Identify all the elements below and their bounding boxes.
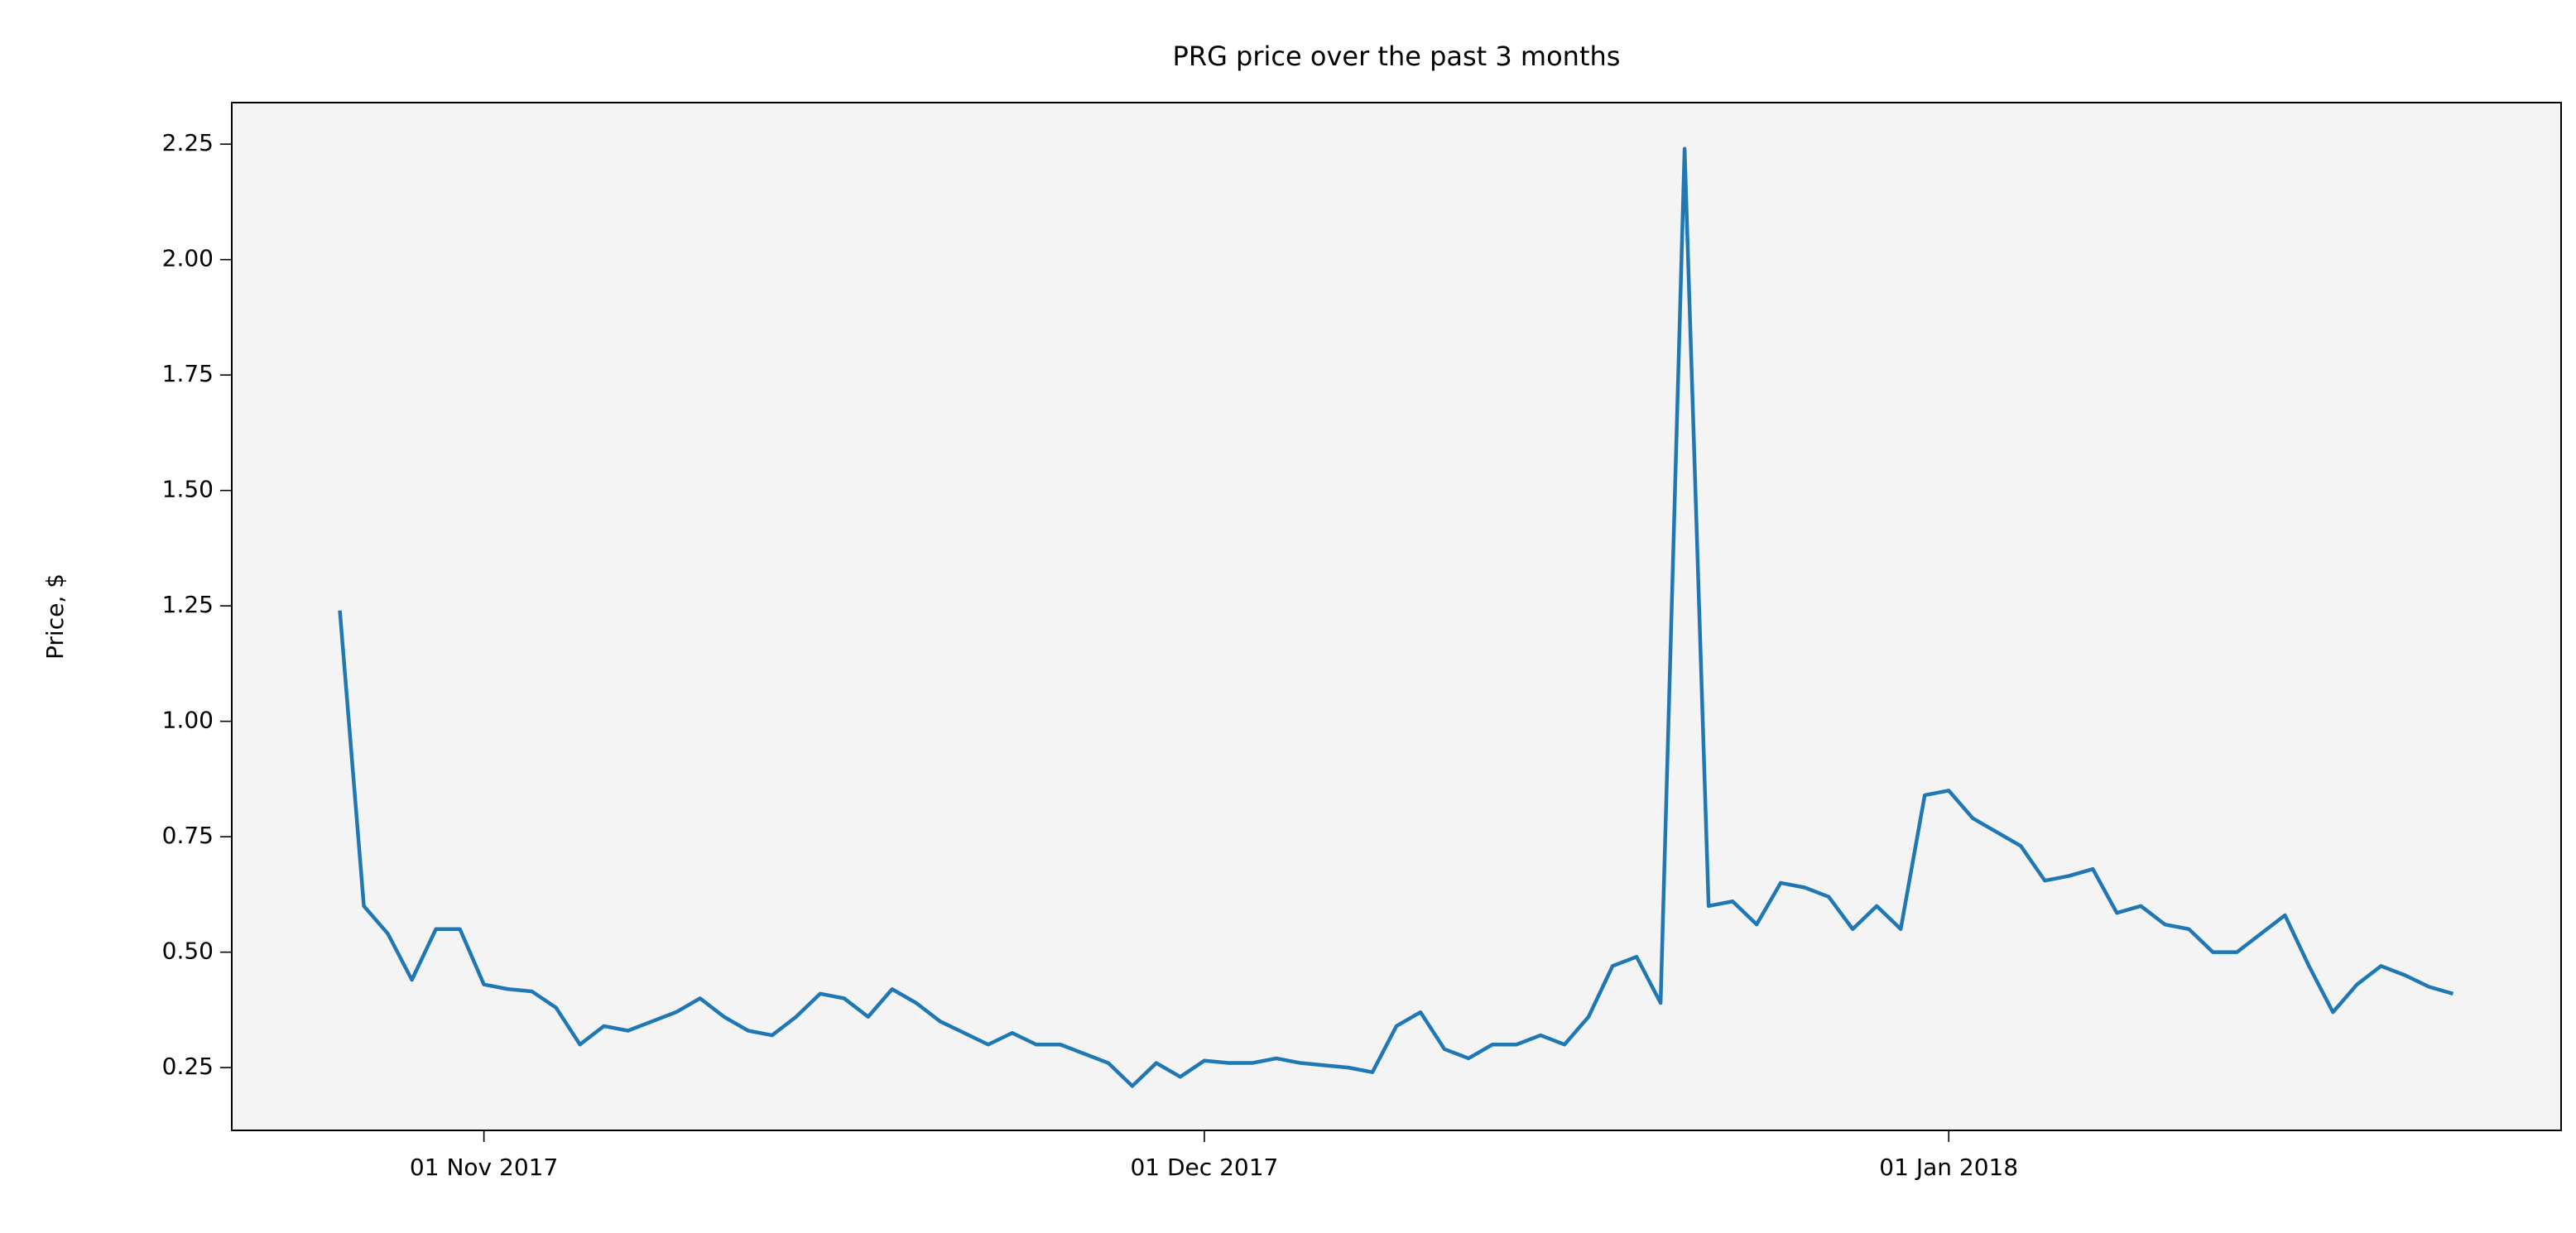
- x-tick-label: 01 Jan 2018: [1879, 1154, 2018, 1181]
- plot-area: [232, 103, 2561, 1130]
- y-tick-label: 2.25: [162, 129, 214, 156]
- y-tick-label: 1.25: [162, 591, 214, 618]
- y-tick-label: 2.00: [162, 245, 214, 272]
- y-tick-label: 1.75: [162, 360, 214, 387]
- y-tick-label: 1.00: [162, 707, 214, 734]
- y-axis-label: Price, $: [41, 573, 69, 660]
- y-tick-label: 1.50: [162, 476, 214, 503]
- x-tick-label: 01 Nov 2017: [410, 1154, 558, 1181]
- x-tick-label: 01 Dec 2017: [1130, 1154, 1278, 1181]
- plot-frame: [231, 102, 2562, 1131]
- price-line: [338, 146, 2454, 1088]
- chart-title: PRG price over the past 3 months: [1173, 41, 1621, 72]
- y-tick-label: 0.75: [162, 822, 214, 849]
- y-tick-label: 0.50: [162, 938, 214, 965]
- y-tick-label: 0.25: [162, 1053, 214, 1080]
